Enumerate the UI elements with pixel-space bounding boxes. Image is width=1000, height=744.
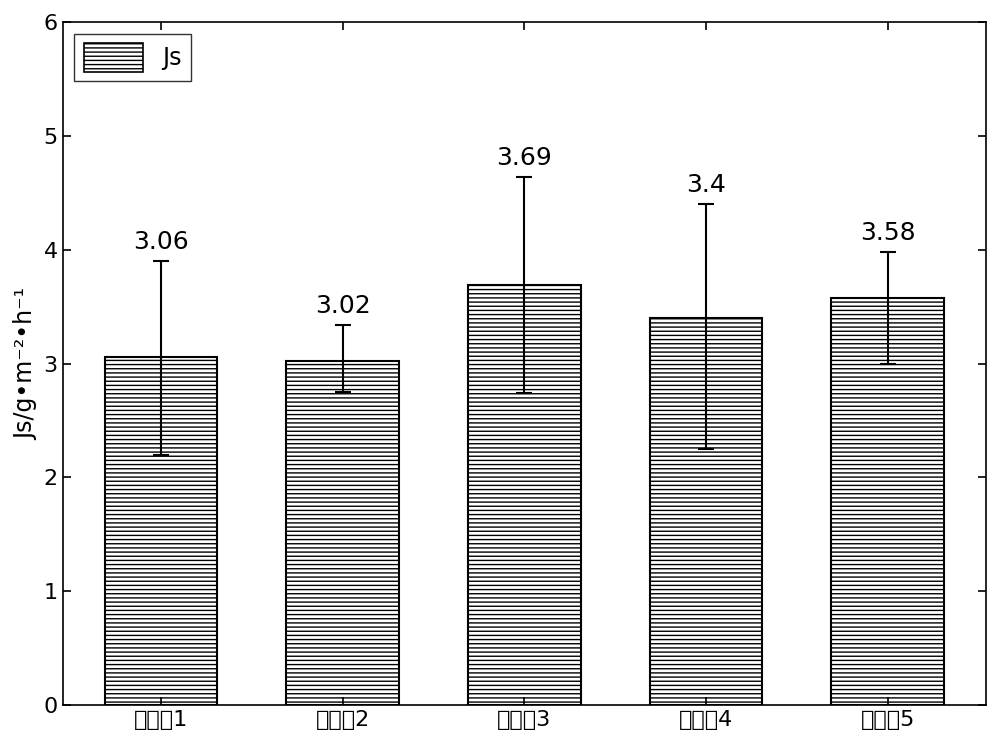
Text: 3.69: 3.69	[496, 146, 552, 170]
Text: 3.06: 3.06	[133, 230, 189, 254]
Bar	[105, 356, 217, 705]
Bar	[468, 285, 581, 705]
Legend: Js: Js	[74, 33, 191, 81]
Bar	[831, 298, 944, 705]
Text: 3.4: 3.4	[686, 173, 726, 197]
Bar	[286, 362, 399, 705]
Bar	[650, 318, 762, 705]
Y-axis label: Js/g•m⁻²•h⁻¹: Js/g•m⁻²•h⁻¹	[14, 288, 38, 440]
Text: 3.02: 3.02	[315, 294, 370, 318]
Text: 3.58: 3.58	[860, 221, 916, 245]
